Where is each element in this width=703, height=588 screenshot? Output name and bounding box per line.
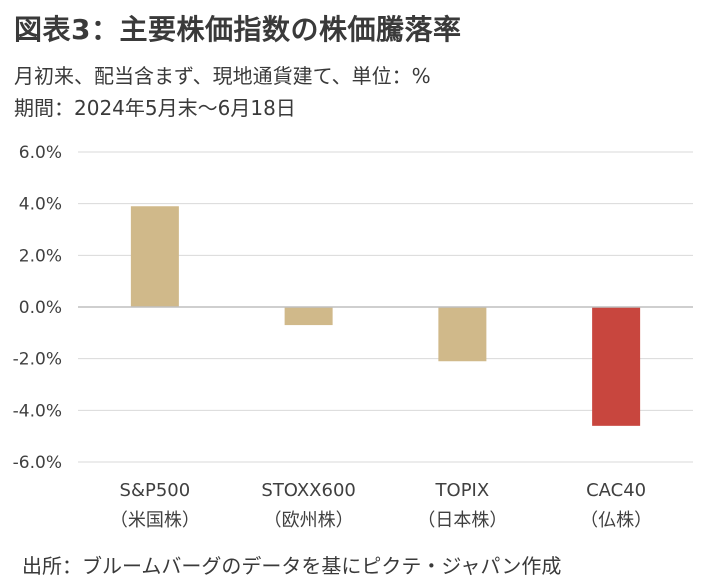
bar-cac40 [592, 307, 641, 426]
chart-subtitle: 月初来、配当含まず、現地通貨建て、単位：% [14, 64, 431, 88]
x-category-label: S&P500 [120, 480, 191, 501]
y-tick-label: -4.0% [13, 401, 62, 421]
bars [130, 206, 641, 426]
x-category-note: （欧州株） [264, 510, 354, 531]
chart-title: 図表3：主要株価指数の株価騰落率 [14, 13, 462, 46]
y-tick-label: 0.0% [19, 298, 62, 318]
y-tick-label: -2.0% [13, 350, 62, 370]
x-category-note: （仏株） [580, 510, 652, 531]
bar-topix [438, 307, 487, 362]
y-tick-label: 4.0% [19, 195, 62, 215]
source-note: 出所：ブルームバーグのデータを基にピクテ・ジャパン作成 [22, 554, 562, 578]
x-category-label: STOXX600 [261, 480, 355, 501]
y-axis-tick-labels: 6.0% 4.0% 2.0% 0.0% -2.0% -4.0% -6.0% [13, 143, 62, 473]
x-category-note: （日本株） [417, 510, 507, 531]
x-category-note: （米国株） [110, 510, 200, 531]
x-category-label: TOPIX [435, 480, 490, 501]
y-tick-label: 2.0% [19, 246, 62, 266]
chart-period: 期間：2024年5月末～6月18日 [14, 96, 296, 120]
y-tick-label: 6.0% [19, 143, 62, 163]
x-axis-category-labels: S&P500 （米国株） STOXX600 （欧州株） TOPIX （日本株） CAC40 （… [110, 480, 652, 531]
x-category-label: CAC40 [586, 480, 646, 501]
y-tick-label: -6.0% [13, 453, 62, 473]
bar-stoxx600 [284, 307, 333, 326]
gridlines [78, 151, 693, 463]
bar-sp500 [130, 206, 179, 307]
